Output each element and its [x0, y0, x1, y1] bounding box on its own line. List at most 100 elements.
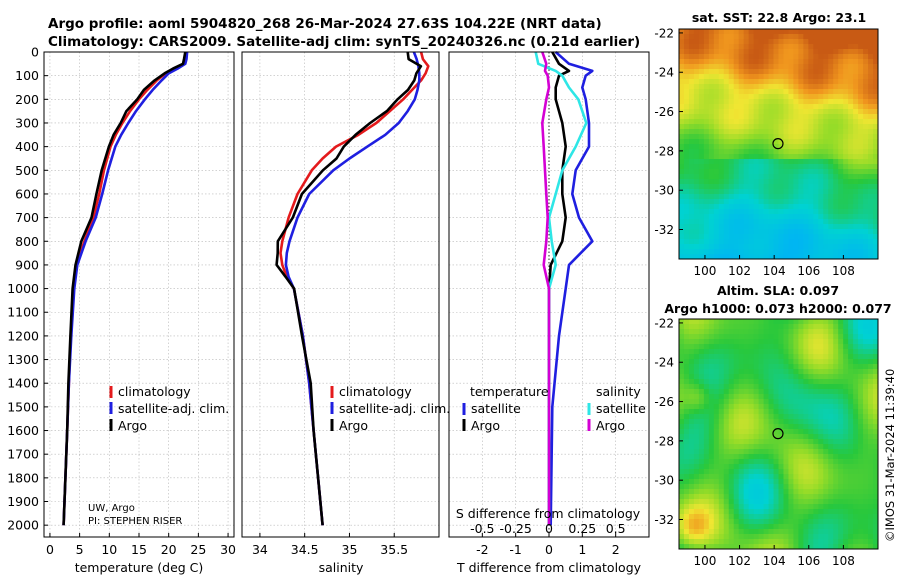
map-cell: [683, 154, 690, 160]
map-cell: [873, 454, 879, 460]
map-cell: [773, 174, 779, 180]
map-cell: [858, 244, 864, 250]
map-cell: [768, 354, 774, 360]
map-cell: [693, 59, 700, 65]
map-cell: [833, 444, 839, 450]
map-cell: [738, 69, 745, 75]
map-cell: [733, 514, 740, 520]
map-cell: [813, 374, 819, 380]
map-cell: [763, 494, 769, 500]
y-tick-label: 900: [15, 257, 39, 272]
map-cell: [848, 214, 854, 220]
map-cell: [823, 524, 829, 530]
map-cell: [718, 519, 725, 525]
map-cell: [873, 489, 879, 495]
map-cell: [868, 29, 874, 35]
map-cell: [858, 39, 864, 45]
map-cell: [803, 79, 809, 85]
map-cell: [783, 154, 789, 160]
map-cell: [778, 79, 784, 85]
map-cell: [778, 404, 784, 410]
map-cell: [698, 49, 705, 55]
map-cell: [858, 109, 864, 115]
map-cell: [873, 354, 879, 360]
map-cell: [783, 449, 789, 455]
map-cell: [703, 34, 710, 40]
map-cell: [738, 379, 745, 385]
map-cell: [843, 119, 849, 125]
map-cell: [873, 319, 879, 325]
map-cell: [738, 444, 745, 450]
map-cell: [833, 34, 839, 40]
map-cell: [848, 189, 854, 195]
map-cell: [778, 69, 784, 75]
map-cell: [858, 179, 864, 185]
map-cell: [858, 209, 864, 215]
map-cell: [813, 524, 819, 530]
map-cell: [748, 224, 755, 230]
map-cell: [693, 504, 700, 510]
map-cell: [813, 94, 819, 100]
map-cell: [833, 364, 839, 370]
map-cell: [713, 189, 720, 195]
map-cell: [798, 134, 804, 140]
map-cell: [748, 449, 755, 455]
map-cell: [718, 214, 725, 220]
map-cell: [838, 244, 844, 250]
map-cell: [863, 439, 869, 445]
map-cell: [843, 44, 849, 50]
map-cell: [733, 534, 740, 540]
map-cell: [768, 374, 774, 380]
map-cell: [853, 424, 859, 430]
map-cell: [723, 524, 730, 530]
map-cell: [723, 464, 730, 470]
map-cell: [708, 514, 715, 520]
map-cell: [873, 459, 879, 465]
map-cell: [768, 144, 774, 150]
map-cell: [778, 354, 784, 360]
map-cell: [843, 379, 849, 385]
map-cell: [828, 84, 834, 90]
map-cell: [688, 89, 695, 95]
map-cell: [723, 39, 730, 45]
map-cell: [828, 509, 834, 515]
map-cell: [703, 419, 710, 425]
map-cell: [858, 449, 864, 455]
map-cell: [868, 164, 874, 170]
map-cell: [863, 389, 869, 395]
map-cell: [763, 199, 769, 205]
map-cell: [683, 364, 690, 370]
map-cell: [768, 59, 774, 65]
map-cell: [833, 169, 839, 175]
map-cell: [698, 154, 705, 160]
map-cell: [843, 194, 849, 200]
map-cell: [753, 404, 760, 410]
map-cell: [688, 489, 695, 495]
map-cell: [763, 404, 769, 410]
map-cell: [828, 129, 834, 135]
map-cell: [778, 34, 784, 40]
map-cell: [873, 179, 879, 185]
map-cell: [873, 384, 879, 390]
map-cell: [679, 389, 685, 395]
map-cell: [828, 484, 834, 490]
map-cell: [798, 514, 804, 520]
map-cell: [808, 359, 814, 365]
map-cell: [873, 339, 879, 345]
map-cell: [833, 334, 839, 340]
map-cell: [758, 504, 764, 510]
legend-title-salinity: salinity: [596, 384, 641, 399]
map-cell: [833, 424, 839, 430]
map-cell: [758, 124, 764, 130]
map-cell: [723, 79, 730, 85]
map-cell: [708, 519, 715, 525]
map-cell: [793, 384, 799, 390]
map-cell: [738, 214, 745, 220]
map-cell: [873, 324, 879, 330]
map-cell: [683, 369, 690, 375]
map-cell: [843, 99, 849, 105]
map-cell: [843, 434, 849, 440]
map-cell: [858, 394, 864, 400]
map-cell: [873, 429, 879, 435]
map-cell: [698, 454, 705, 460]
